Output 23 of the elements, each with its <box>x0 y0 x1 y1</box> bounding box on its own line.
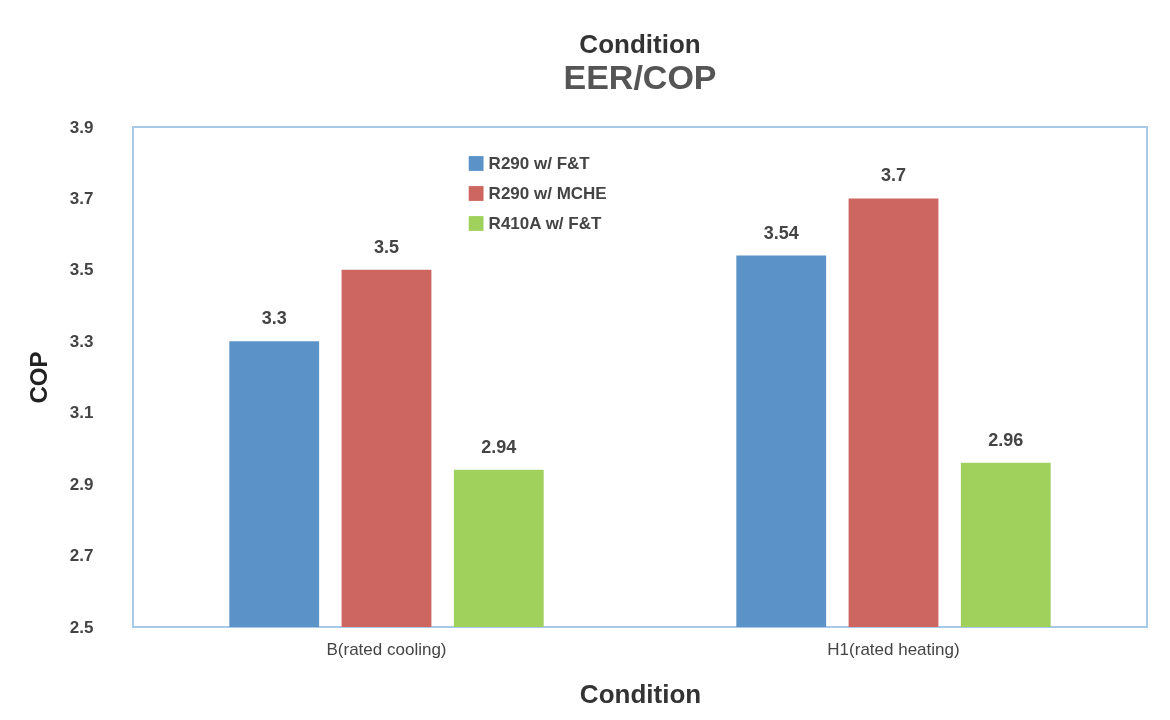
legend-label: R290 w/ MCHE <box>488 183 607 203</box>
data-label: 3.54 <box>763 222 799 243</box>
data-label: 3.5 <box>373 236 400 257</box>
y-tick-label: 3.3 <box>69 331 94 351</box>
y-tick-label: 2.7 <box>69 546 94 566</box>
y-tick-label: 3.9 <box>69 117 94 137</box>
data-label: 3.7 <box>880 165 907 186</box>
y-axis-title: COP <box>24 351 52 404</box>
legend-label: R290 w/ F&T <box>488 153 591 173</box>
chart-title: Condition <box>579 29 701 59</box>
x-tick-label: B(rated cooling) <box>326 639 447 659</box>
data-label: 2.94 <box>481 436 517 457</box>
x-tick-label: H1(rated heating) <box>827 639 960 659</box>
data-label: 2.96 <box>988 429 1024 450</box>
y-tick-label: 2.9 <box>69 474 94 494</box>
data-label: 3.3 <box>261 308 287 329</box>
y-tick-label: 3.1 <box>69 403 94 423</box>
y-tick-label: 3.7 <box>69 188 94 208</box>
legend-label: R410A w/ F&T <box>488 213 602 233</box>
y-tick-label: 2.5 <box>69 617 94 637</box>
chart-subtitle: EER/COP <box>563 58 717 96</box>
x-axis-title: Condition <box>579 678 702 709</box>
y-tick-label: 3.5 <box>69 260 94 280</box>
